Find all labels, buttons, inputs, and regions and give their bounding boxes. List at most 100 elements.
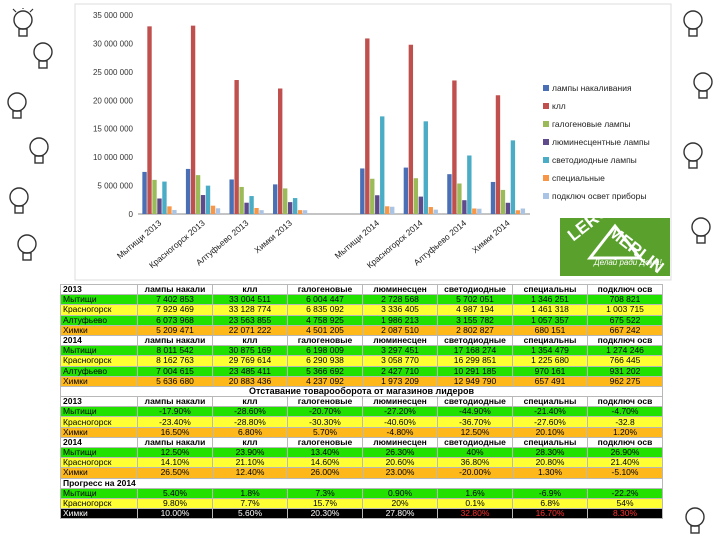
table-cell: -4.70%	[587, 406, 663, 418]
legend-swatch	[543, 139, 549, 145]
table-row: Мытищи -17.90% -28.60% -20.70% -27.20% -44.90…	[60, 406, 663, 418]
table-cell: лампы накали	[137, 334, 213, 347]
table-cell: 7 929 469	[137, 304, 213, 316]
table-cell: 12.50%	[137, 446, 213, 459]
legend-label: специальные	[552, 173, 605, 183]
table-cell: люминесцен	[362, 396, 438, 408]
sales-table: 2013 лампы накали клл галогеновые люминесцен…	[60, 283, 663, 520]
table-cell: Алтуфьево	[60, 314, 138, 326]
bar	[418, 196, 423, 214]
table-cell: клл	[212, 283, 288, 296]
table-cell: 2 087 510	[362, 324, 438, 336]
legend-label: подключ освет приборы	[552, 191, 646, 201]
bar	[370, 178, 375, 214]
table-cell: 26.50%	[137, 467, 213, 479]
bar	[167, 206, 172, 214]
table-cell: 26.00%	[287, 467, 363, 479]
y-tick-label: 5 000 000	[97, 182, 133, 191]
table-cell: 27.80%	[362, 508, 438, 520]
bar	[462, 200, 467, 214]
table-cell: -20.70%	[287, 406, 363, 418]
table-cell: 20.30%	[287, 508, 363, 520]
bar	[390, 206, 395, 214]
light-bulb-icon	[33, 42, 53, 69]
table-cell: 4 758 925	[287, 314, 363, 326]
table-cell: галогеновые	[287, 396, 363, 408]
table-cell: специальны	[512, 436, 588, 449]
table-cell: 8 162 763	[137, 355, 213, 367]
table-cell: 20 883 436	[212, 375, 288, 387]
bar	[385, 206, 390, 214]
table-cell: подключ осв	[587, 436, 663, 449]
table-cell: 20.60%	[362, 457, 438, 469]
bar	[249, 196, 254, 214]
table-cell: 8.30%	[587, 508, 663, 520]
table-cell: 23.90%	[212, 446, 288, 459]
table-cell: 6 290 938	[287, 355, 363, 367]
table-cell: 2013	[60, 396, 138, 408]
table-cell: 1 225 680	[512, 355, 588, 367]
light-bulb-icon	[683, 142, 703, 169]
legend-swatch	[543, 193, 549, 199]
y-tick-label: 35 000 000	[93, 11, 134, 20]
table-cell: -23.40%	[137, 416, 213, 428]
light-bulb-icon	[29, 137, 49, 164]
table-cell: Алтуфьево	[60, 365, 138, 377]
table-cell: галогеновые	[287, 436, 363, 449]
bar	[254, 207, 259, 214]
bar	[423, 121, 428, 214]
table-cell: люминесцен	[362, 436, 438, 449]
table-row: 2014 лампы накали клл галогеновые люминесцен…	[60, 436, 663, 449]
table-cell: 26.90%	[587, 446, 663, 459]
table-cell: 1.30%	[512, 467, 588, 479]
table-row: Алтуфьево 6 073 968 23 563 855 4 758 925 1 9…	[60, 314, 663, 326]
table-cell: подключ осв	[587, 334, 663, 347]
table-row: Химки 10.00% 5.60% 20.30% 27.80% 32.80% 16.70%…	[60, 508, 663, 520]
bar	[172, 209, 177, 214]
bar	[457, 183, 462, 214]
table-cell: 10 291 185	[437, 365, 513, 377]
table-cell: 680 151	[512, 324, 588, 336]
light-bulb-icon	[685, 507, 705, 534]
table-cell: 0.1%	[437, 497, 513, 510]
bar-chart: 35 000 000 30 000 000 25 000 000 20 000 000…	[74, 3, 672, 281]
bar	[157, 198, 162, 214]
bar	[292, 198, 298, 214]
bar	[452, 80, 457, 215]
bar	[244, 202, 249, 214]
table-cell: 5.40%	[137, 487, 213, 499]
table-cell: -27.60%	[512, 416, 588, 428]
light-bulb-icon	[691, 217, 711, 244]
table-cell: 1 354 479	[512, 345, 588, 357]
table-cell: Мытищи	[60, 446, 138, 459]
table-cell: -27.20%	[362, 406, 438, 418]
table-cell: 13.40%	[287, 446, 363, 459]
table-cell: 6 835 092	[287, 304, 363, 316]
table-cell: 28.30%	[512, 446, 588, 459]
legend-label: светодиодные лампы	[552, 155, 637, 165]
table-cell: люминесцен	[362, 334, 438, 347]
table-cell: клл	[212, 436, 288, 449]
table-cell: 3 336 405	[362, 304, 438, 316]
legend-swatch	[543, 103, 549, 109]
table-cell: Мытищи	[60, 406, 138, 418]
table-cell: 6 004 447	[287, 294, 363, 306]
table-cell: -20.00%	[437, 467, 513, 479]
legend-swatch	[543, 175, 549, 181]
table-cell: 5 366 692	[287, 365, 363, 377]
table-cell: 2 427 710	[362, 365, 438, 377]
table-cell: -36.70%	[437, 416, 513, 428]
y-tick-label: 15 000 000	[93, 125, 134, 134]
table-cell: Красногорск	[60, 304, 138, 316]
light-bulb-icon	[9, 187, 29, 214]
table-cell: -17.90%	[137, 406, 213, 418]
table-cell: 12.40%	[212, 467, 288, 479]
table-cell: Мытищи	[60, 487, 138, 499]
table-cell: Химки	[60, 324, 138, 336]
table-cell: -28.80%	[212, 416, 288, 428]
table-cell: 2 728 568	[362, 294, 438, 306]
table-cell: 33 128 774	[212, 304, 288, 316]
bar	[447, 174, 452, 214]
table-cell: 20.10%	[512, 426, 588, 438]
bar	[380, 116, 385, 214]
